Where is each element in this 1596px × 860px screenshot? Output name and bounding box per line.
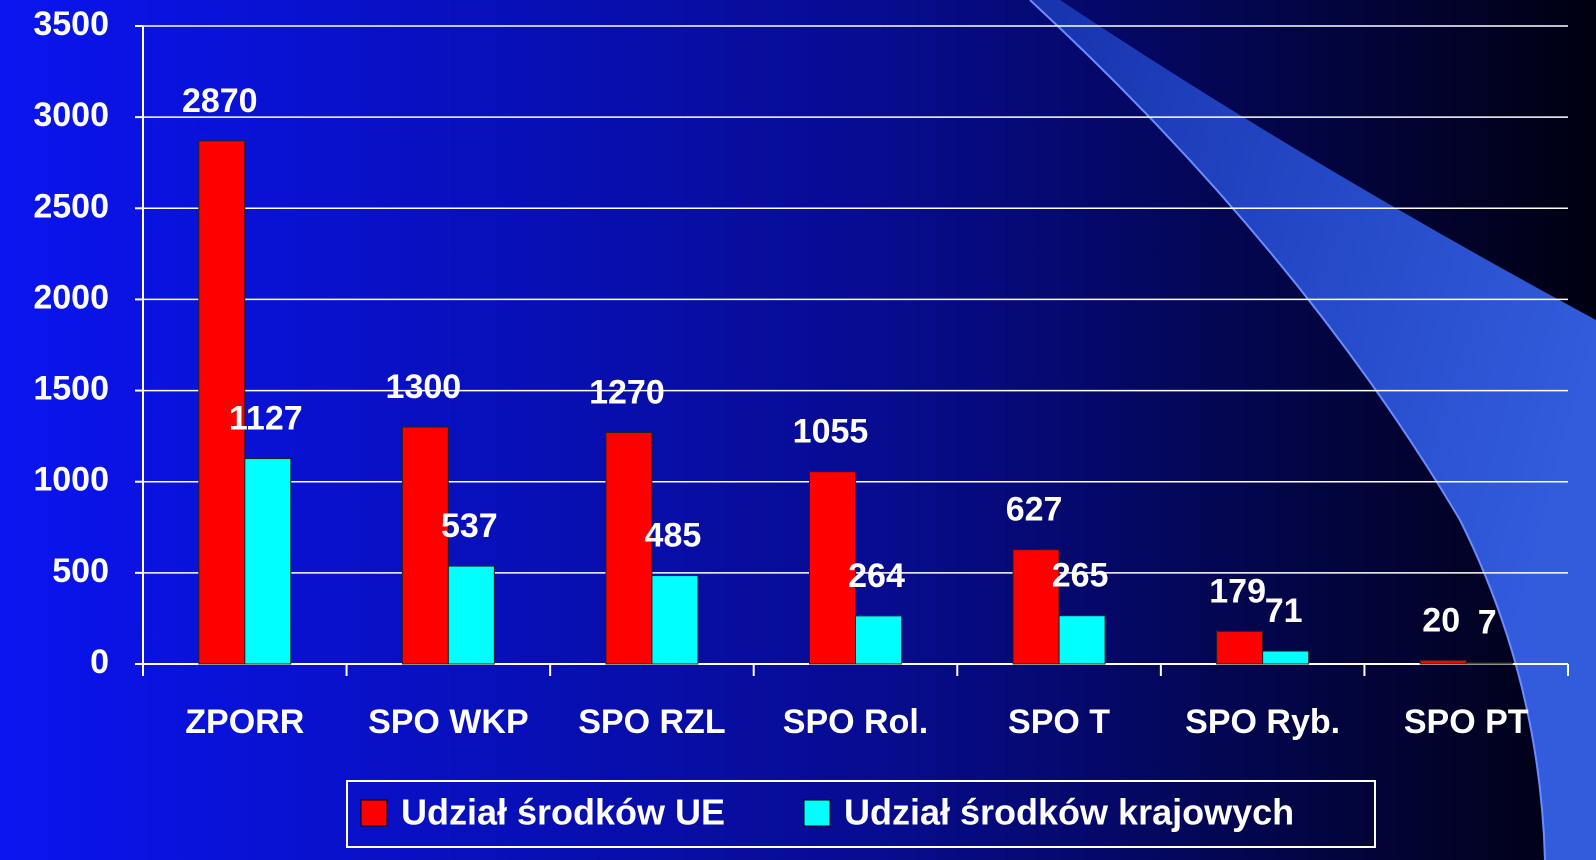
- x-tick-label: SPO PT: [1404, 703, 1529, 741]
- chart: 0 500 1000 1500 2000 2500 3000 3500 ZPORR 2870 112…: [0, 0, 1596, 860]
- value-label: 1055: [793, 413, 869, 451]
- y-tick-label: 2000: [33, 278, 109, 316]
- value-label: 264: [848, 557, 905, 595]
- x-tick-label: SPO WKP: [368, 703, 529, 741]
- y-tick-label: 3500: [33, 5, 109, 43]
- x-tick-label: ZPORR: [185, 703, 304, 741]
- value-label: 485: [645, 517, 702, 555]
- value-label: 265: [1052, 557, 1109, 595]
- legend-swatch: [804, 800, 830, 826]
- bar: [652, 576, 698, 664]
- bar: [1466, 663, 1512, 664]
- x-tick-label: SPO Rol.: [783, 703, 928, 741]
- y-tick-label: 2500: [33, 187, 109, 225]
- value-label: 627: [1006, 491, 1063, 529]
- y-tick-label: 1500: [33, 370, 109, 408]
- legend-swatch: [361, 800, 387, 826]
- y-tick-label: 500: [52, 552, 109, 590]
- legend-label: Udział środków UE: [401, 792, 725, 833]
- bar: [1059, 616, 1105, 664]
- bar: [448, 566, 494, 664]
- bar: [1263, 651, 1309, 664]
- bar: [402, 427, 448, 664]
- legend-label: Udział środków krajowych: [844, 792, 1294, 833]
- x-tick-label: SPO T: [1008, 703, 1110, 741]
- bar: [1420, 660, 1466, 664]
- value-label: 1270: [589, 373, 665, 411]
- y-tick-label: 1000: [33, 461, 109, 499]
- value-label: 179: [1209, 572, 1266, 610]
- x-tick-label: SPO RZL: [578, 703, 725, 741]
- x-tick-label: SPO Ryb.: [1185, 703, 1340, 741]
- value-label: 71: [1265, 592, 1303, 630]
- y-tick-label: 0: [90, 643, 109, 681]
- bar: [1217, 631, 1263, 664]
- value-label: 537: [441, 507, 498, 545]
- y-tick-label: 3000: [33, 96, 109, 134]
- value-label: 7: [1478, 604, 1497, 642]
- value-label: 20: [1422, 601, 1460, 639]
- bar: [245, 459, 291, 664]
- bar: [856, 616, 902, 664]
- value-label: 1127: [229, 400, 303, 438]
- page: {"chart_data": {"type": "bar", "categori…: [0, 0, 1596, 860]
- value-label: 1300: [386, 368, 462, 406]
- value-label: 2870: [182, 82, 258, 120]
